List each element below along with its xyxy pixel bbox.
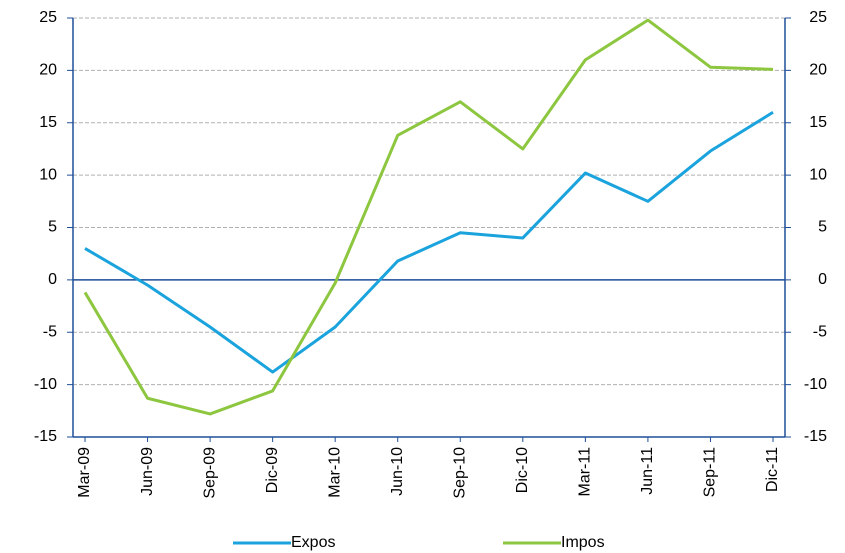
y-tick-label: 20 [39,62,57,79]
x-tick-label: Jun-11 [639,447,656,495]
x-tick-label: Sep-09 [201,447,218,499]
series-line [83,18,774,416]
y-tick-label: 10 [39,166,57,183]
series-line [84,110,774,374]
x-tick-label: Jun-10 [389,447,406,496]
y-tick-label: -15 [34,428,57,445]
y2-tick-label: 20 [809,62,827,79]
y2-tick-label: 25 [809,9,827,26]
y2-tick-label: -10 [804,376,827,393]
y2-tick-label: -5 [813,323,827,340]
y-tick-label: -10 [34,376,57,393]
x-tick-label: Dic-11 [764,447,781,492]
y-tick-label: 25 [39,9,57,26]
y-tick-label: 5 [48,219,57,236]
x-tick-label: Mar-10 [326,447,343,498]
x-tick-label: Dic-10 [514,447,531,493]
x-tick-label: Jun-09 [139,447,156,496]
x-tick-label: Sep-11 [702,447,719,498]
y2-tick-label: 5 [818,219,827,236]
y-tick-label: 0 [48,271,57,288]
y-tick-label: 15 [39,114,57,131]
x-tick-label: Mar-11 [577,447,594,497]
y-tick-label: -5 [43,323,57,340]
y2-tick-label: 15 [809,114,827,131]
y2-tick-label: 10 [809,166,827,183]
x-tick-label: Dic-09 [264,447,281,493]
y2-tick-label: 0 [818,271,827,288]
x-tick-label: Mar-09 [76,447,93,498]
legend-label: Expos [291,534,335,551]
y2-tick-label: -15 [804,428,827,445]
legend-label: Impos [561,534,605,551]
x-tick-label: Sep-10 [451,447,468,499]
